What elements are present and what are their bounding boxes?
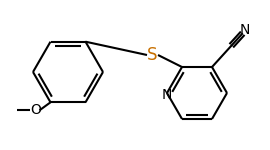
Text: S: S <box>147 46 157 64</box>
Text: N: N <box>162 88 172 102</box>
Text: O: O <box>30 103 41 117</box>
Text: N: N <box>240 23 250 37</box>
